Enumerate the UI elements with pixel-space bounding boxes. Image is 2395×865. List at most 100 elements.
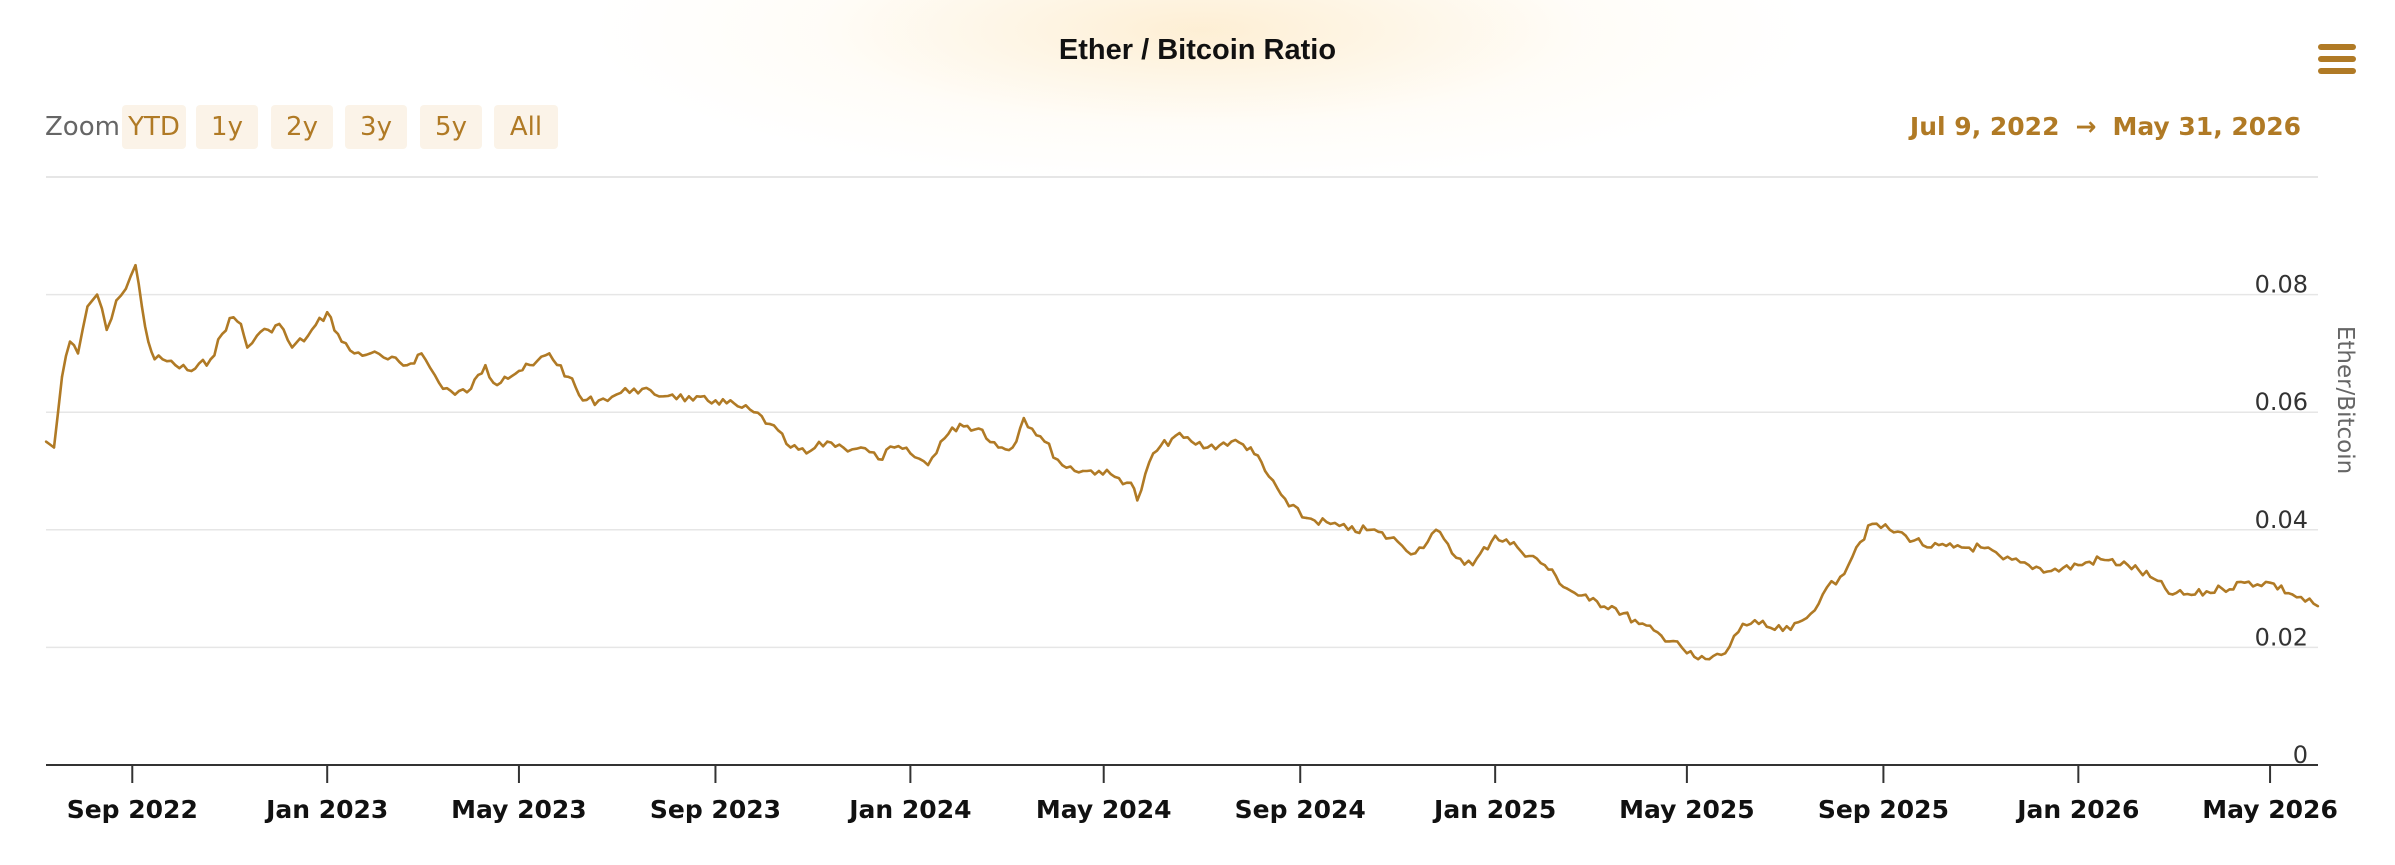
data-point	[1206, 446, 1209, 449]
data-point	[1676, 640, 1679, 643]
data-point	[909, 452, 912, 455]
zoom-5y-button[interactable]: 5y	[420, 105, 482, 149]
data-point	[1061, 463, 1064, 467]
data-point	[877, 458, 880, 461]
data-point	[615, 393, 618, 396]
data-point	[420, 352, 423, 355]
zoom-1y-button[interactable]: 1y	[196, 105, 258, 149]
data-point	[484, 364, 487, 367]
data-point	[174, 364, 177, 367]
zoom-all-button[interactable]: All	[494, 105, 558, 149]
data-point	[1789, 628, 1792, 631]
data-point	[1329, 522, 1332, 526]
data-point	[1129, 481, 1133, 484]
data-point	[548, 352, 551, 355]
data-point	[981, 428, 984, 431]
data-point	[1708, 658, 1711, 661]
data-point	[68, 340, 72, 343]
data-point	[1724, 652, 1727, 655]
data-point	[1043, 440, 1046, 443]
data-point	[1773, 628, 1777, 631]
data-point	[60, 375, 64, 379]
data-point	[805, 452, 808, 455]
data-point	[893, 446, 896, 449]
data-point	[105, 328, 108, 332]
range-from[interactable]: Jul 9, 2022	[1909, 112, 2060, 141]
data-point	[405, 364, 409, 367]
data-point	[1952, 546, 1955, 549]
data-point	[492, 381, 495, 384]
data-point	[1022, 416, 1025, 420]
y-tick-label: 0.02	[2255, 623, 2308, 651]
data-point	[1588, 599, 1591, 602]
title-glow	[600, 0, 1800, 180]
data-point	[2027, 563, 2031, 567]
data-point	[2243, 581, 2246, 584]
data-point	[2316, 605, 2320, 608]
data-point	[691, 399, 695, 402]
data-point	[789, 446, 792, 449]
data-point	[1930, 546, 1933, 549]
data-point	[161, 358, 164, 361]
data-point	[2193, 593, 2197, 596]
data-point	[2099, 558, 2102, 561]
data-point	[736, 405, 739, 408]
grid-lines	[46, 293, 2318, 649]
data-point	[2268, 581, 2272, 584]
data-point	[353, 352, 356, 355]
data-point	[1230, 440, 1233, 443]
zoom-ytd-button[interactable]: YTD	[122, 105, 186, 149]
data-point	[826, 440, 829, 443]
x-tick-label: Jan 2026	[2015, 795, 2139, 824]
data-point	[239, 322, 243, 326]
data-point	[266, 328, 270, 332]
data-point	[1696, 658, 1700, 661]
data-point	[1471, 563, 1475, 567]
data-point	[1396, 540, 1399, 543]
data-point	[1011, 446, 1014, 449]
range-to[interactable]: May 31, 2026	[2112, 112, 2301, 141]
data-point	[209, 358, 212, 361]
series-line	[45, 263, 2319, 661]
data-point	[2050, 569, 2053, 573]
hamburger-menu-icon[interactable]	[2318, 44, 2356, 74]
data-point	[86, 305, 89, 308]
data-point	[1888, 528, 1892, 531]
data-point	[1979, 546, 1983, 549]
chart-title: Ether / Bitcoin Ratio	[1058, 34, 1337, 66]
data-point	[44, 440, 48, 443]
x-tick-label: Sep 2022	[67, 795, 198, 824]
data-point	[503, 375, 506, 379]
data-point	[1637, 622, 1641, 626]
data-point	[1610, 605, 1614, 608]
x-tick-label: May 2025	[1619, 795, 1755, 824]
data-point	[1685, 652, 1689, 655]
zoom-3y-button[interactable]: 3y	[345, 105, 407, 149]
x-tick-label: Sep 2023	[650, 795, 781, 824]
data-point	[1287, 505, 1291, 508]
zoom-2y-button[interactable]: 2y	[271, 105, 333, 149]
data-point	[1347, 528, 1350, 531]
data-point	[842, 446, 845, 449]
data-point	[752, 411, 755, 414]
data-point	[714, 399, 717, 402]
data-point	[2126, 563, 2130, 567]
data-point	[1263, 469, 1267, 473]
data-point	[95, 293, 99, 296]
y-tick-label: 0	[2293, 741, 2308, 769]
x-tick-label: May 2026	[2202, 795, 2338, 824]
y-tick-label: 0.08	[2255, 271, 2308, 299]
data-point	[958, 422, 962, 426]
data-point	[1660, 634, 1663, 637]
data-point	[997, 446, 1000, 449]
data-point	[1543, 563, 1546, 567]
data-point	[2220, 587, 2224, 590]
data-point	[1821, 593, 1824, 596]
data-point	[255, 334, 259, 337]
data-point	[1805, 616, 1808, 620]
date-range: Jul 9, 2022 → May 31, 2026	[1910, 112, 2301, 141]
data-point	[290, 346, 294, 349]
data-point	[369, 352, 372, 355]
data-point	[228, 316, 231, 320]
